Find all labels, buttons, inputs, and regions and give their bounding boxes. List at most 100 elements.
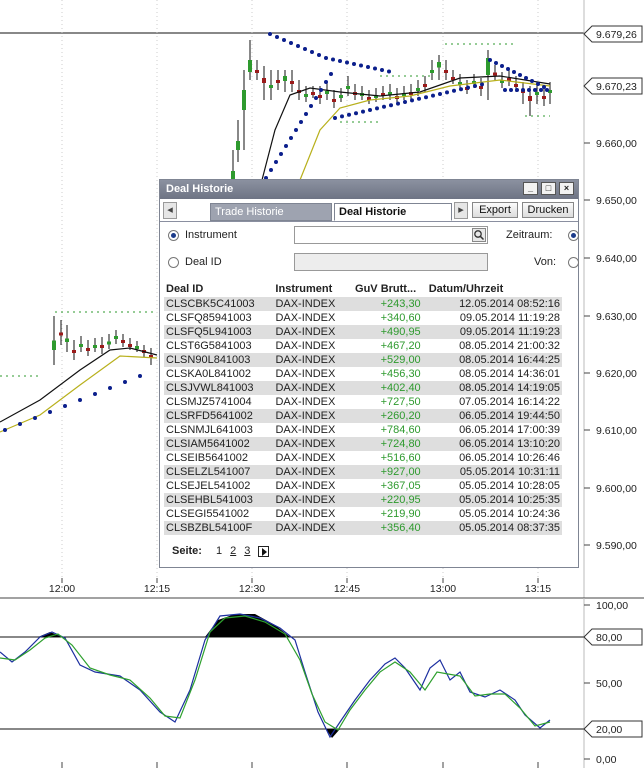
search-icon[interactable]: [472, 228, 486, 242]
table-row[interactable]: CLSCBK5C41003 DAX-INDEX +243,30 12.05.2014 …: [164, 297, 562, 311]
export-button[interactable]: Export: [472, 202, 518, 218]
table-row[interactable]: CLSMJZ5741004 DAX-INDEX +727,50 07.05.2014 …: [164, 395, 562, 409]
sar-dot: [340, 114, 344, 119]
table-row[interactable]: CLSELZL541007 DAX-INDEX +927,00 05.05.2014 …: [164, 465, 562, 479]
table-row[interactable]: CLSEIB5641002 DAX-INDEX +516,60 06.05.2014 …: [164, 451, 562, 465]
candle-body: [486, 58, 490, 75]
cell-guv: +529,00: [380, 354, 421, 366]
candle-body: [242, 90, 246, 110]
cell-instrument: DAX-INDEX: [275, 508, 336, 520]
page-1[interactable]: 1: [215, 545, 223, 557]
table-row[interactable]: CLSEHBL541003 DAX-INDEX +220,95 05.05.2014 …: [164, 493, 562, 507]
table-row[interactable]: CLSFQ85941003 DAX-INDEX +340,60 09.05.2014 …: [164, 311, 562, 325]
sar-dot: [282, 38, 286, 42]
tab-scroll-right-icon[interactable]: ▸: [454, 202, 468, 219]
table-row[interactable]: CLSJVWL841003 DAX-INDEX +402,40 08.05.2014 …: [164, 381, 562, 395]
sar-dot: [506, 67, 510, 71]
cell-instrument: DAX-INDEX: [275, 424, 336, 436]
candle-body: [528, 96, 532, 101]
cell-instrument: DAX-INDEX: [275, 354, 336, 366]
moving-average-slow: [299, 79, 551, 181]
sar-dot: [375, 106, 379, 111]
zeitraum-radio[interactable]: [568, 230, 579, 241]
sar-dot: [494, 61, 498, 65]
sar-dot: [445, 90, 449, 95]
candle-body: [65, 338, 69, 342]
table-row[interactable]: CLST6G5841003 DAX-INDEX +467,20 08.05.2014 …: [164, 339, 562, 353]
cell-datetime: 06.05.2014 10:26:46: [459, 452, 560, 464]
deal-id-input[interactable]: [294, 253, 488, 271]
candle-body: [283, 76, 287, 81]
sar-dot: [345, 60, 349, 65]
instrument-input[interactable]: [294, 226, 488, 244]
candle-body: [59, 332, 63, 336]
candle-body: [255, 70, 259, 73]
cell-deal-id: CLSEIB5641002: [166, 452, 248, 464]
minimize-icon[interactable]: _: [523, 182, 538, 195]
sar-dot: [317, 53, 321, 57]
tab-trade-historie[interactable]: Trade Historie: [210, 203, 332, 221]
close-icon[interactable]: ×: [559, 182, 574, 195]
table-row[interactable]: CLSNMJL641003 DAX-INDEX +784,60 06.05.2014 …: [164, 423, 562, 437]
table-row[interactable]: CLSFQ5L941003 DAX-INDEX +490,95 09.05.2014 …: [164, 325, 562, 339]
table-row[interactable]: CLSBZBL54100F DAX-INDEX +356,40 05.05.2014 …: [164, 521, 562, 535]
next-page-icon[interactable]: [258, 545, 270, 557]
cell-deal-id: CLSBZBL54100F: [166, 522, 253, 534]
page-3-link[interactable]: 3: [244, 545, 251, 557]
candle-body: [128, 344, 132, 347]
sar-dot: [304, 112, 308, 116]
stochastic-d-line: [0, 615, 551, 731]
candle-body: [79, 344, 83, 347]
cell-guv: +467,20: [380, 340, 421, 352]
sar-dot: [279, 152, 283, 156]
price-tag-text: 9.670,23: [596, 81, 637, 93]
maximize-icon[interactable]: □: [541, 182, 556, 195]
sar-dot: [333, 116, 337, 120]
instrument-filter-row: Instrument Zeitraum:: [160, 226, 580, 248]
candle-body: [472, 81, 476, 84]
cell-datetime: 08.05.2014 14:19:05: [459, 382, 560, 394]
tab-scroll-left-icon[interactable]: ◂: [163, 202, 177, 219]
table-row[interactable]: CLSKA0L841002 DAX-INDEX +456,30 08.05.2014 …: [164, 367, 562, 381]
candle-body: [423, 84, 427, 87]
table-row[interactable]: CLSEGI5541002 DAX-INDEX +219,90 05.05.2014 …: [164, 507, 562, 521]
cell-datetime: 05.05.2014 10:28:05: [459, 480, 560, 492]
tab-label: Trade Historie: [215, 206, 284, 218]
sar-dot: [18, 422, 22, 426]
cell-datetime: 06.05.2014 17:00:39: [459, 424, 560, 436]
von-radio[interactable]: [568, 257, 579, 268]
cell-instrument: DAX-INDEX: [275, 340, 336, 352]
sar-dot: [63, 404, 67, 408]
cell-guv: +219,90: [380, 508, 421, 520]
column-header-deal-id[interactable]: Deal ID: [166, 283, 204, 295]
sar-dot: [368, 108, 372, 112]
column-header-instrument[interactable]: Instrument: [275, 283, 333, 295]
tab-deal-historie[interactable]: Deal Historie: [334, 203, 452, 221]
sar-dot: [515, 88, 519, 92]
sar-dot: [521, 88, 525, 92]
price-axis-label: 9.600,00: [596, 483, 637, 495]
deal-historie-dialog: Deal Historie _ □ × ◂ Trade Historie Dea…: [159, 179, 579, 568]
dialog-titlebar[interactable]: Deal Historie _ □ ×: [160, 180, 578, 199]
sar-dot: [530, 79, 534, 83]
cell-datetime: 09.05.2014 11:19:28: [459, 312, 560, 324]
column-header-guv[interactable]: GuV Brutt...: [355, 283, 417, 295]
deal-id-radio[interactable]: [168, 257, 179, 268]
candle-body: [402, 93, 406, 96]
table-row[interactable]: CLSN90L841003 DAX-INDEX +529,00 08.05.2014 …: [164, 353, 562, 367]
page-2-link[interactable]: 2: [230, 545, 237, 557]
table-row[interactable]: CLSRFD5641002 DAX-INDEX +260,20 06.05.2014 …: [164, 409, 562, 423]
table-row[interactable]: CLSIAM5641002 DAX-INDEX +724,80 06.05.2014 …: [164, 437, 562, 451]
cell-deal-id: CLSEGI5541002: [166, 508, 250, 520]
print-button[interactable]: Drucken: [522, 202, 574, 218]
instrument-radio[interactable]: [168, 230, 179, 241]
time-axis-label: 13:00: [430, 583, 456, 595]
cell-deal-id: CLSMJZ5741004: [166, 396, 252, 408]
sar-dot: [294, 128, 298, 132]
sar-dot: [289, 41, 293, 45]
cell-deal-id: CLSNMJL641003: [166, 424, 253, 436]
column-header-datetime[interactable]: Datum/Uhrzeit: [428, 283, 504, 295]
table-row[interactable]: CLSEJEL541002 DAX-INDEX +367,05 05.05.2014 …: [164, 479, 562, 493]
sar-dot: [466, 85, 470, 90]
candle-body: [100, 345, 104, 348]
